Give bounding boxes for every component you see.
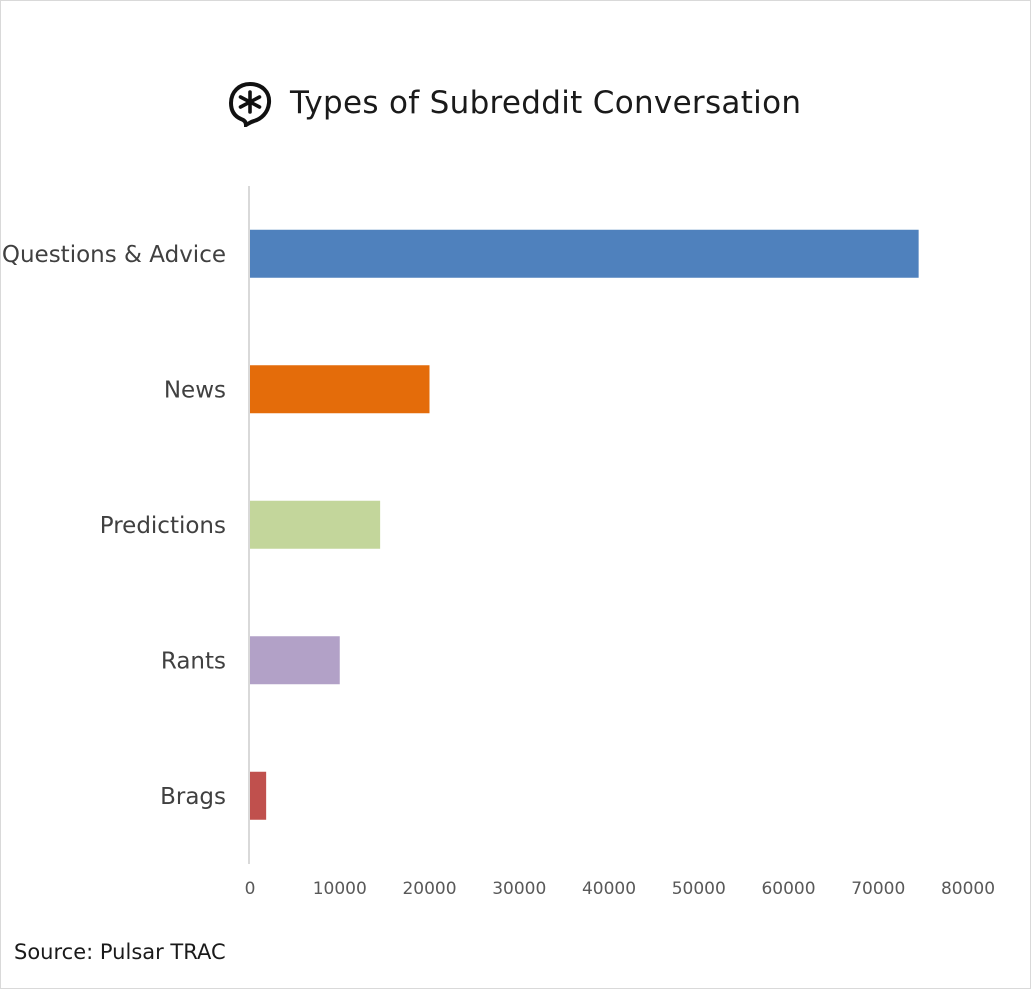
- bar-rants: [250, 636, 340, 685]
- x-tick-label: 0: [245, 879, 256, 899]
- bar-brags: [250, 771, 267, 820]
- category-label: News: [164, 377, 226, 403]
- source-note: Source: Pulsar TRAC: [14, 940, 226, 964]
- pulsar-logo-icon: [228, 81, 272, 127]
- category-label: Questions & Advice: [2, 242, 226, 268]
- x-tick-label: 20000: [402, 879, 456, 899]
- bar-news: [250, 365, 430, 414]
- chart-header: Types of Subreddit Conversation: [226, 78, 801, 128]
- x-tick-label: 30000: [492, 879, 546, 899]
- x-tick-label: 60000: [761, 879, 815, 899]
- category-label: Rants: [161, 648, 226, 674]
- bar-predictions: [250, 500, 381, 549]
- category-labels: Questions & Advice News Predictions Rants Br…: [2, 242, 226, 810]
- x-tick-label: 10000: [313, 879, 367, 899]
- x-tick-label: 80000: [941, 879, 995, 899]
- chart-title: Types of Subreddit Conversation: [290, 85, 802, 121]
- x-tick-label: 70000: [851, 879, 905, 899]
- x-tick-label: 40000: [582, 879, 636, 899]
- category-label: Predictions: [100, 513, 226, 539]
- x-tick-label: 50000: [672, 879, 726, 899]
- bars-layer: [250, 229, 919, 820]
- category-label: Brags: [160, 784, 226, 810]
- x-axis-tick-labels: 0 10000 20000 30000 40000 50000 60000 70000 8000…: [245, 879, 995, 899]
- bar-questions-advice: [250, 229, 919, 278]
